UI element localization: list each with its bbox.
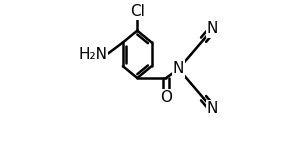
Text: N: N — [207, 22, 218, 37]
Text: N: N — [173, 61, 184, 76]
Text: O: O — [160, 90, 172, 105]
Text: H₂N: H₂N — [78, 47, 107, 62]
Text: N: N — [207, 101, 218, 116]
Text: Cl: Cl — [130, 4, 145, 19]
